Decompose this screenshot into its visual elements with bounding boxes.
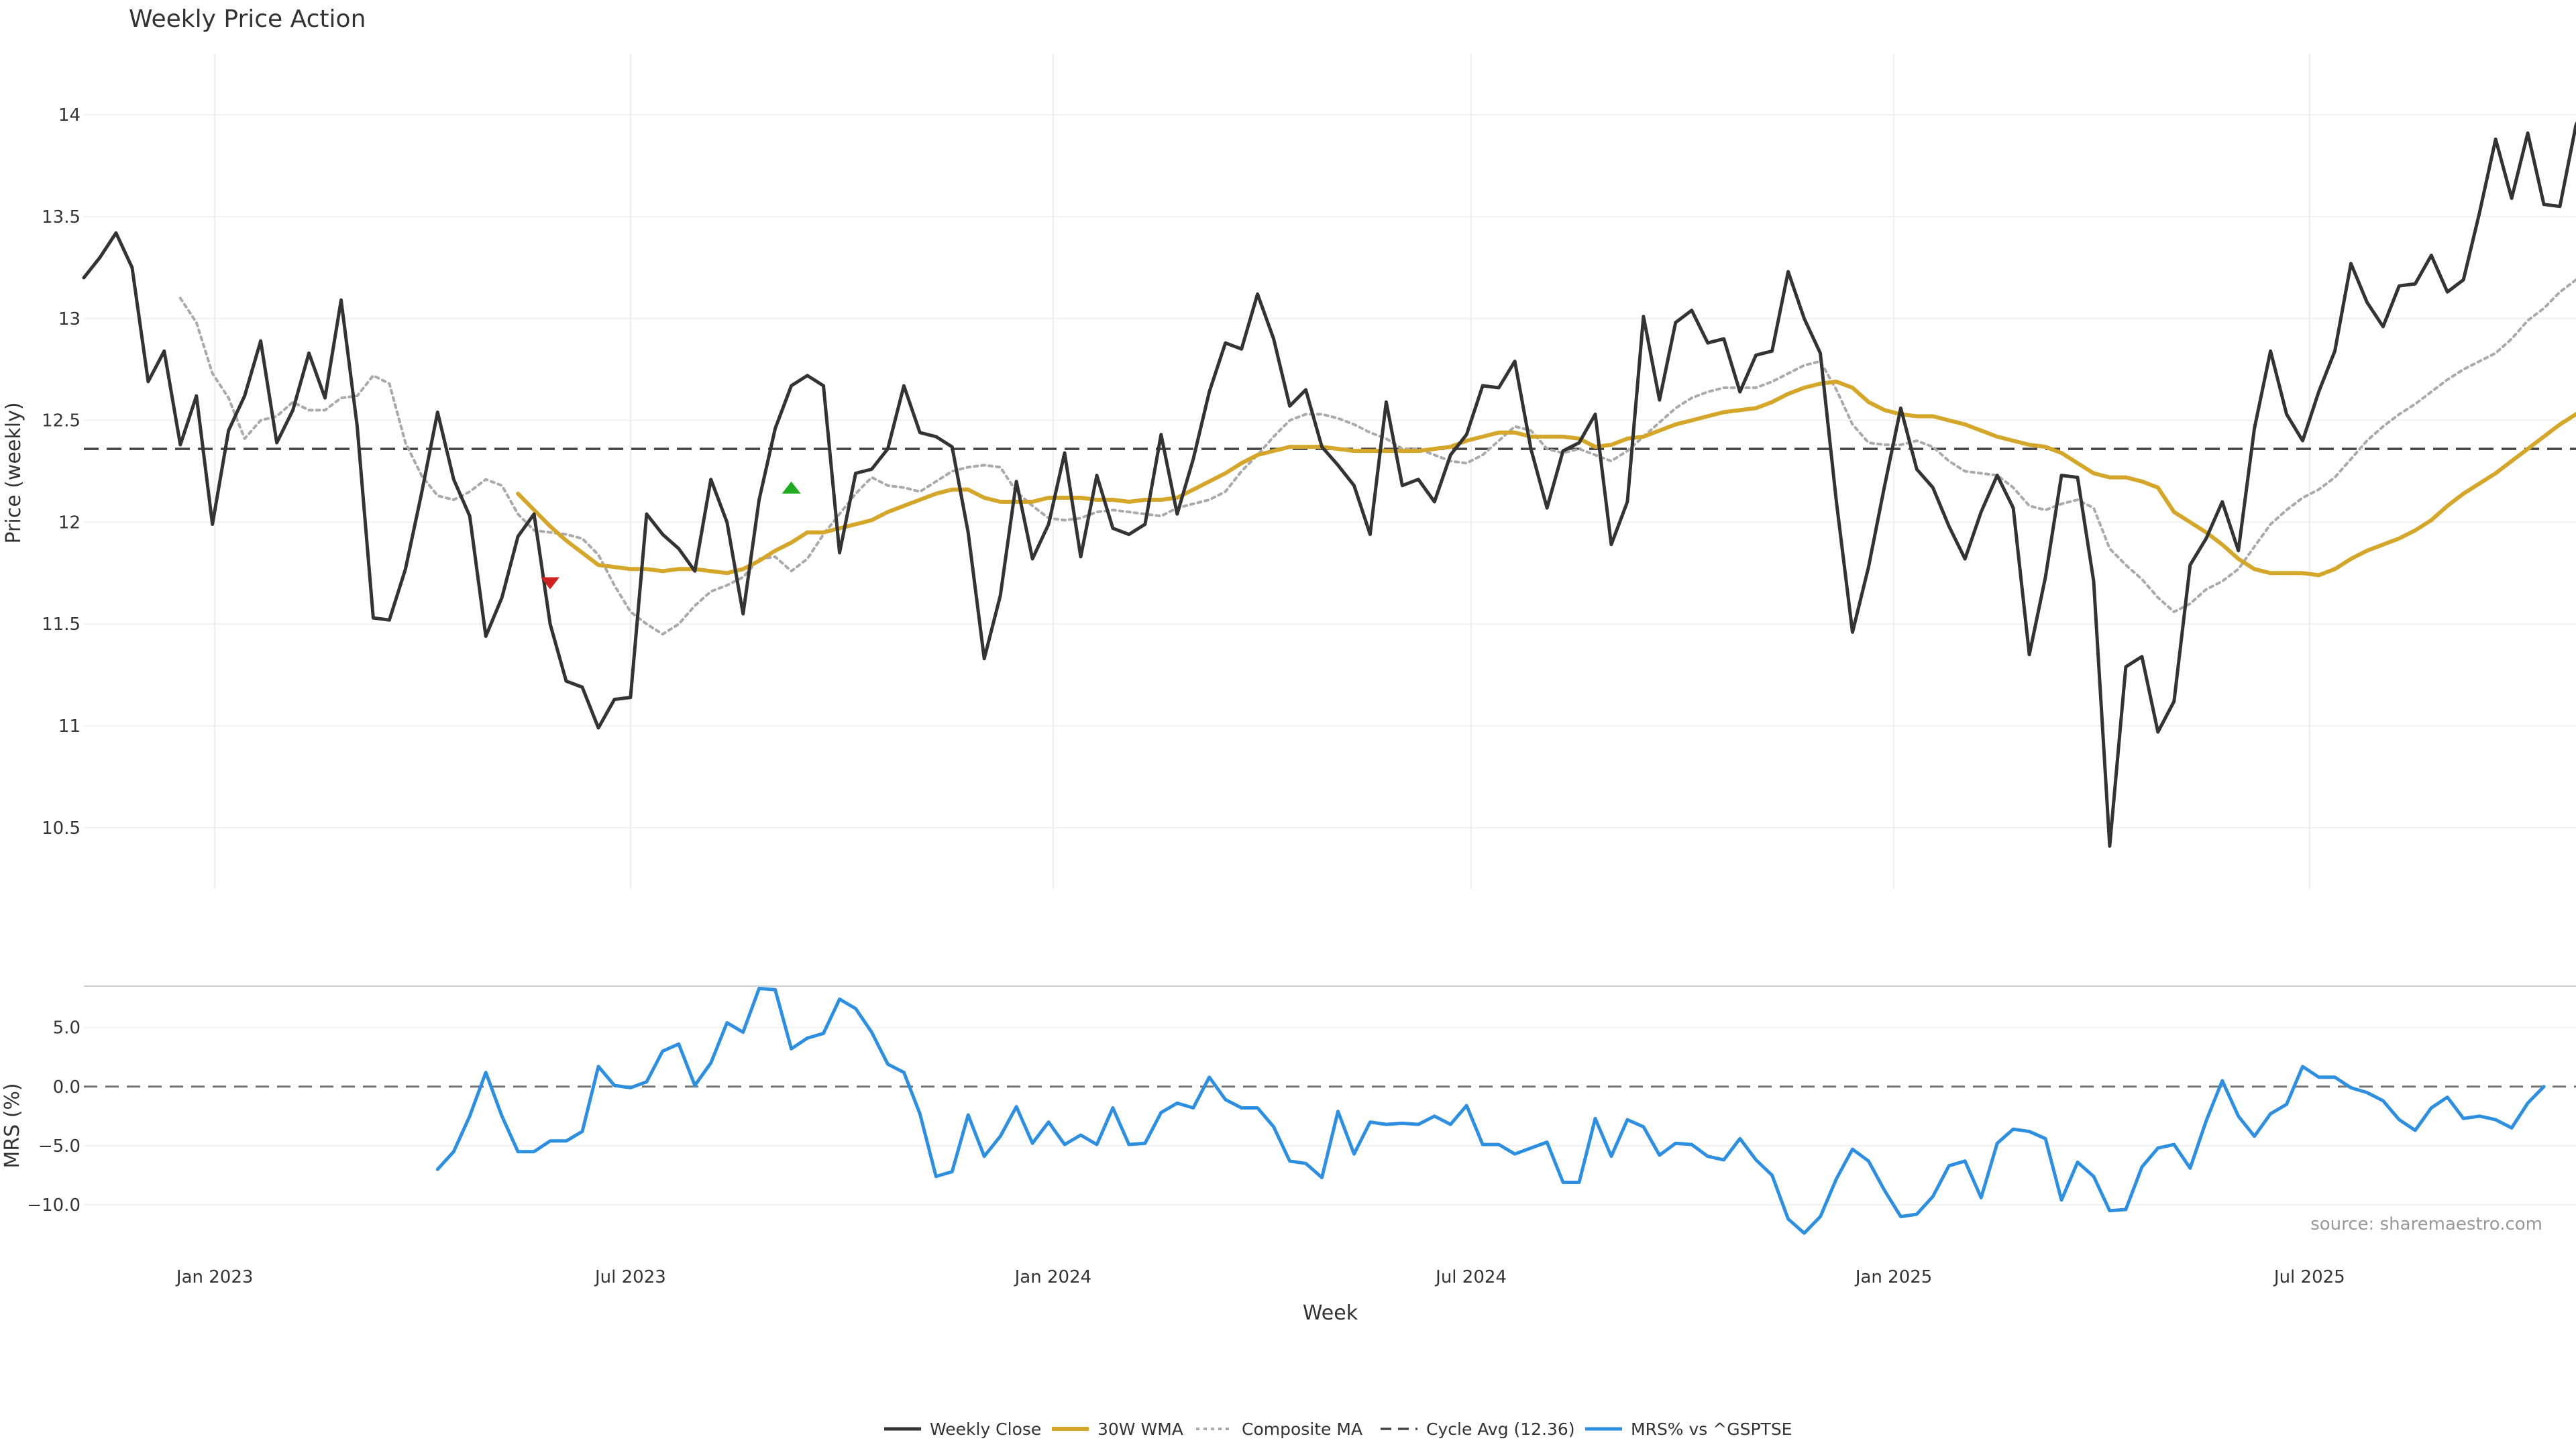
legend-item: Composite MA [1196, 1419, 1362, 1439]
x-axis-label: Week [1303, 1301, 1358, 1325]
legend-label: 30W WMA [1097, 1419, 1183, 1439]
legend-item: 30W WMA [1052, 1419, 1183, 1439]
mrs-y-tick-label: −5.0 [38, 1136, 80, 1157]
legend-item: Weekly Close [884, 1419, 1041, 1439]
x-tick-labels: Jan 2023 Jul 2023 Jan 2024 Jul 2024 Jan 2025… [175, 1267, 2345, 1287]
x-tick-label: Jul 2025 [2273, 1267, 2345, 1287]
mrs-panel: −10.0 −5.0 0.0 5.0 MRS (%) [1, 985, 2576, 1235]
price-y-ticks: 10.5 11 11.5 12 12.5 13 13.5 14 [42, 105, 80, 839]
x-tick-label: Jan 2023 [175, 1267, 254, 1287]
buy-signal-marker [782, 481, 801, 494]
composite-ma-line [178, 278, 2576, 636]
price-y-tick-label: 14 [58, 105, 80, 125]
x-tick-label: Jan 2025 [1854, 1267, 1933, 1287]
price-y-tick-label: 11.5 [42, 614, 80, 635]
mrs-line [435, 987, 2546, 1235]
mrs-y-axis-label: MRS (%) [1, 1083, 24, 1168]
price-y-tick-label: 11 [58, 716, 80, 737]
price-y-axis-label: Price (weekly) [2, 402, 25, 543]
price-panel: 10.5 11 11.5 12 12.5 13 13.5 14 Price (weekly) [2, 54, 2576, 889]
price-y-tick-label: 13.5 [42, 207, 80, 227]
chart-title: Weekly Price Action [129, 5, 366, 33]
weekly-close-line [82, 121, 2576, 848]
sell-signal-marker [541, 577, 560, 590]
price-y-tick-label: 12.5 [42, 411, 80, 431]
mrs-y-tick-label: 5.0 [53, 1018, 80, 1038]
mrs-series-group [435, 987, 2546, 1235]
legend-label: Cycle Avg (12.36) [1426, 1419, 1575, 1439]
signal-markers [541, 481, 801, 590]
source-credit: source: sharemaestro.com [2310, 1214, 2542, 1234]
legend-label: MRS% vs ^GSPTSE [1631, 1419, 1792, 1439]
mrs-y-ticks: −10.0 −5.0 0.0 5.0 [27, 1018, 80, 1216]
wma-30w-line [516, 379, 2576, 578]
legend-item: Cycle Avg (12.36) [1381, 1419, 1575, 1439]
price-y-tick-label: 12 [58, 513, 80, 533]
x-tick-label: Jul 2024 [1434, 1267, 1507, 1287]
mrs-y-tick-label: −10.0 [27, 1195, 80, 1216]
mrs-grid [84, 1026, 2576, 1205]
price-y-tick-label: 10.5 [42, 818, 80, 839]
price-grid [84, 54, 2576, 889]
chart-legend: Weekly Close 30W WMA Composite MA Cycle Avg… [884, 1419, 1792, 1439]
x-tick-label: Jan 2024 [1014, 1267, 1092, 1287]
legend-item: MRS% vs ^GSPTSE [1585, 1419, 1792, 1439]
x-tick-label: Jul 2023 [594, 1267, 666, 1287]
price-series-group [82, 121, 2576, 848]
legend-label: Composite MA [1242, 1419, 1362, 1439]
mrs-y-tick-label: 0.0 [53, 1077, 80, 1097]
legend-label: Weekly Close [930, 1419, 1041, 1439]
price-y-tick-label: 13 [58, 309, 80, 329]
